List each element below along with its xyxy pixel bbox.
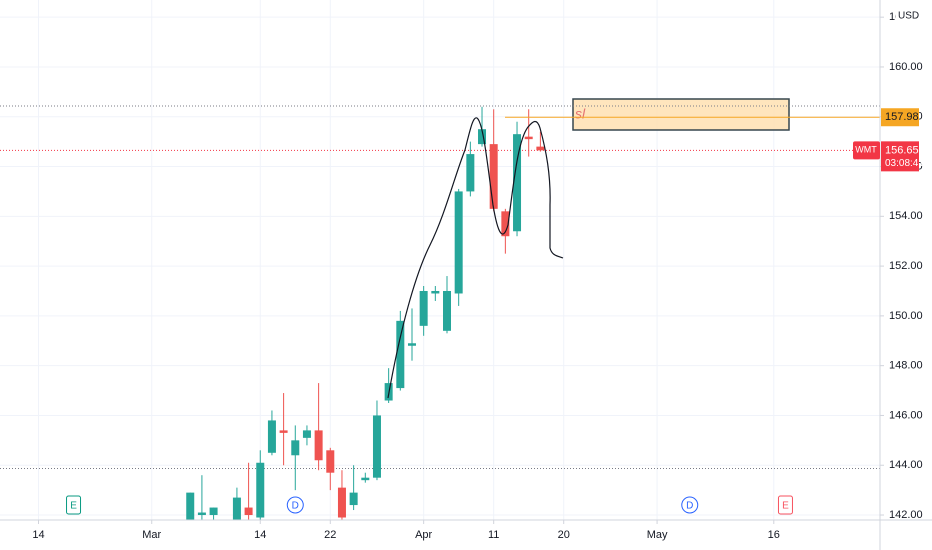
candle-body	[326, 450, 335, 473]
x-tick-label: May	[647, 529, 668, 541]
x-tick-label: 11	[488, 529, 499, 541]
y-tick-label: 152.00	[889, 260, 923, 272]
candle-body	[478, 129, 487, 145]
currency-box	[896, 6, 920, 26]
axis-labels: 142.00 144.00 146.00 148.00 150.00 152.00 154.…	[32, 6, 924, 541]
candle-body	[361, 477, 370, 481]
event-marker	[777, 495, 793, 515]
event-marker	[681, 496, 699, 514]
drawing-text: sl	[575, 106, 586, 122]
y-tick-label: 142.00	[889, 509, 923, 521]
candle-body	[466, 154, 475, 192]
candle-body	[232, 497, 241, 520]
event-label: E	[70, 501, 77, 512]
y-tick-label: 148.00	[889, 360, 923, 372]
x-tick-label: Apr	[415, 529, 432, 541]
x-tick-label: 20	[558, 529, 570, 541]
event-marker	[66, 495, 82, 515]
candle-body	[524, 136, 533, 140]
candle-body	[443, 290, 452, 331]
y-tick-label: 154.00	[889, 210, 923, 222]
candle-body	[419, 290, 428, 326]
candle-body	[349, 492, 358, 506]
plot-area: sl	[0, 98, 880, 520]
candle-body	[314, 430, 323, 461]
x-tick-label: 14	[254, 529, 266, 541]
candle-body	[536, 146, 545, 151]
price-level-label: 157.98	[885, 111, 919, 123]
grid	[0, 0, 880, 520]
x-tick-label: 16	[768, 529, 780, 541]
candle-body	[454, 191, 463, 294]
candle-body	[372, 415, 381, 478]
symbol-label: WMT	[855, 145, 877, 155]
event-label: E	[782, 501, 789, 512]
candle-body	[513, 134, 522, 232]
y-tick-label: 146.00	[889, 409, 923, 421]
currency: USD	[898, 11, 919, 22]
y-tick-label: 150.00	[889, 310, 923, 322]
candle-body	[431, 290, 440, 294]
candle-body	[279, 430, 288, 433]
y-tick-label: 144.00	[889, 459, 923, 471]
candle-body	[396, 320, 405, 389]
event-label: D	[686, 501, 693, 512]
y-tick-label: 160.00	[889, 61, 923, 73]
candle-body	[209, 507, 218, 516]
freehand-drawing	[387, 117, 564, 399]
last-price-label: 156.65	[885, 144, 919, 156]
candle-body	[256, 462, 265, 518]
candle-body	[186, 492, 195, 520]
event-label: D	[292, 501, 299, 512]
candle-body	[267, 420, 276, 453]
last-price-box	[881, 141, 919, 172]
x-tick-label: 22	[324, 529, 336, 541]
x-tick-label: Mar	[142, 529, 161, 541]
x-tick-label: 14	[32, 529, 44, 541]
candle-body	[197, 512, 206, 516]
candle-body	[291, 440, 300, 456]
candle-body	[407, 343, 416, 346]
candle-body	[337, 487, 346, 518]
price-level-box	[881, 108, 919, 127]
drawing-rect	[572, 98, 790, 131]
candle-body	[501, 211, 510, 237]
candle-body	[302, 430, 311, 438]
event-marker	[286, 496, 304, 514]
symbol-box	[853, 141, 880, 160]
candle-body	[489, 144, 498, 209]
countdown-label: 03:08:41	[885, 158, 924, 169]
candle-body	[244, 507, 253, 516]
